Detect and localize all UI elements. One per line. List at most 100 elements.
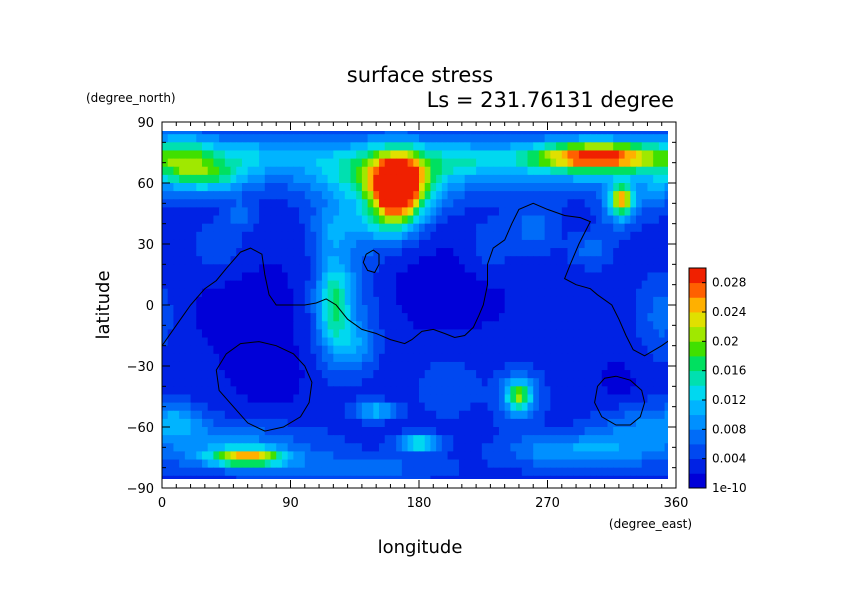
heat-cell [304,191,312,200]
heat-cell [287,435,294,444]
heat-cell [653,361,660,371]
heat-cell [447,402,454,412]
heat-cell [413,329,420,339]
heat-cell [487,296,494,306]
heat-cell [658,435,666,444]
heat-cell [196,280,203,290]
heat-cell [436,280,443,290]
heat-cell [219,410,226,420]
heat-cell [419,134,426,143]
heat-cell [390,435,397,444]
heat-cell [653,131,660,135]
heat-cell [578,394,586,404]
heat-cell [401,451,409,461]
heat-cell [458,418,466,428]
heat-cell [521,345,529,355]
heat-cell [344,386,352,396]
heat-cell [458,131,466,135]
heat-cell [510,427,517,436]
heat-cell [396,231,403,241]
heat-cell [379,361,386,371]
heat-cell [162,166,169,176]
heat-cell [641,305,649,314]
heat-cell [293,378,300,387]
heat-cell [287,131,294,135]
heat-cell [299,280,306,290]
heat-cell [276,378,283,387]
heat-cell [201,394,209,404]
heat-cell [556,329,563,339]
heat-cell [356,345,363,355]
heat-cell [396,378,403,387]
heat-cell [590,451,597,461]
heat-cell [601,248,609,257]
heat-cell [556,134,563,143]
heat-cell [401,296,409,306]
heat-cell [498,158,506,168]
heat-cell [607,435,614,444]
heat-cell [516,199,523,208]
heat-cell [476,353,483,363]
heat-cell [504,427,511,436]
heat-cell [304,231,312,241]
heat-cell [458,353,466,363]
heat-cell [516,361,523,371]
heat-cell [259,256,266,265]
heat-cell [436,337,443,347]
heat-cell [630,329,637,339]
heat-cell [299,353,306,363]
heat-cell [173,435,180,444]
heat-cell [173,207,180,217]
heat-cell [356,280,363,290]
heat-cell [493,451,500,461]
heat-cell [339,158,346,168]
heat-cell [664,280,668,290]
heat-cell [293,150,300,160]
heat-cell [287,231,294,241]
heat-cell [259,142,266,152]
heat-cell [384,174,392,184]
heat-cell [316,174,323,184]
heat-cell [453,134,460,143]
heat-cell [241,313,249,322]
heat-cell [213,248,220,257]
heat-cell [504,313,511,322]
heat-cell [447,142,454,152]
heat-cell [344,166,352,176]
heat-cell [207,475,214,479]
heat-cell [521,256,529,265]
heat-cell [350,402,357,412]
heat-cell [259,239,266,249]
heat-cell [550,305,557,314]
heat-cell [207,174,214,184]
heat-cell [561,321,569,330]
heat-cell [618,166,626,176]
heat-cell [276,248,283,257]
heat-cell [293,191,300,200]
heat-cell [401,191,409,200]
heat-cell [578,459,586,469]
heat-cell [658,207,666,217]
heat-cell [361,313,369,322]
heat-cell [310,223,317,233]
heat-cell [630,207,637,217]
heat-cell [481,443,489,452]
heat-cell [327,370,334,379]
heat-cell [596,223,603,233]
heat-cell [601,418,609,428]
heat-cell [287,443,294,452]
heat-cell [407,150,414,160]
heat-cell [527,435,534,444]
heat-cell [624,280,631,290]
heat-cell [458,427,466,436]
heat-cell [481,435,489,444]
heat-cell [316,329,323,339]
heat-cell [179,131,186,135]
heat-cell [487,337,494,347]
heat-cell [316,345,323,355]
heat-cell [401,248,409,257]
heat-cell [550,329,557,339]
heat-cell [196,166,203,176]
heat-cell [304,427,312,436]
heat-cell [636,475,643,479]
